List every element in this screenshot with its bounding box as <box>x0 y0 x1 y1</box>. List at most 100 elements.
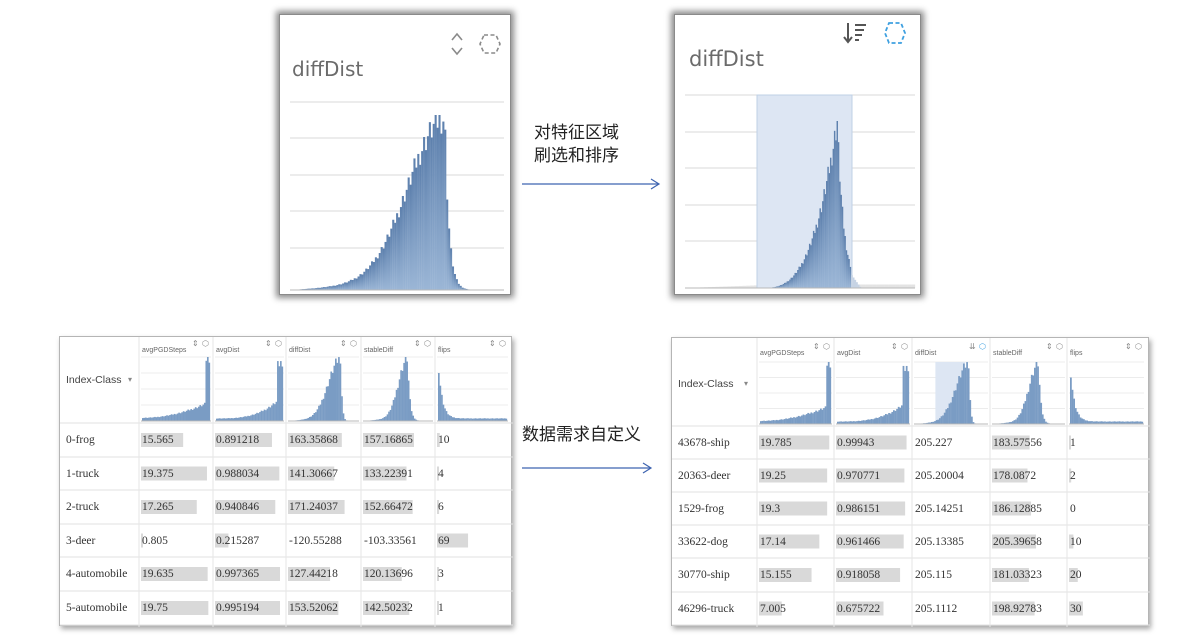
column-header-diffDist[interactable]: diffDist <box>915 350 937 357</box>
chevron-down-icon[interactable]: ▾ <box>128 375 133 384</box>
brush-select-icon[interactable] <box>478 32 502 56</box>
table-cell-flips[interactable]: 30 <box>1070 602 1082 615</box>
table-cell-diffDist[interactable]: 153.52062 <box>289 602 338 614</box>
up-down-sort-icon[interactable]: ⇕ <box>489 339 496 348</box>
brush-select-icon[interactable]: ⬡ <box>202 339 209 348</box>
up-down-sort-icon[interactable]: ⇕ <box>813 342 820 351</box>
table-cell-diffDist[interactable]: 127.44218 <box>289 568 338 580</box>
table-cell-avgPGDSteps[interactable]: 19.75 <box>142 602 168 614</box>
row-index[interactable]: 1-truck <box>66 467 100 480</box>
column-header-stableDiff[interactable]: stableDiff <box>364 347 394 354</box>
table-cell-avgPGDSteps[interactable]: 17.265 <box>142 501 174 513</box>
row-index[interactable]: 0-frog <box>66 434 95 446</box>
table-cell-stableDiff[interactable]: 205.39658 <box>993 535 1042 548</box>
up-down-sort-icon[interactable] <box>450 31 464 57</box>
column-header-avgDist[interactable]: avgDist <box>216 347 240 354</box>
column-header-diffDist[interactable]: diffDist <box>289 347 311 354</box>
table-cell-avgPGDSteps[interactable]: 19.3 <box>760 502 781 515</box>
table-cell-stableDiff[interactable]: 133.22391 <box>364 467 413 480</box>
table-cell-avgPGDSteps[interactable]: 19.375 <box>142 467 174 480</box>
brush-select-icon[interactable]: ⬡ <box>424 339 431 348</box>
table-cell-avgPGDSteps[interactable]: 19.785 <box>760 436 792 449</box>
up-down-sort-icon[interactable]: ⇕ <box>192 339 199 348</box>
table-cell-stableDiff[interactable]: 178.0872 <box>993 469 1037 482</box>
table-cell-flips[interactable]: 0 <box>1070 502 1076 515</box>
brush-select-icon[interactable]: ⬡ <box>823 342 830 351</box>
table-cell-flips[interactable]: 6 <box>438 501 444 513</box>
table-cell-stableDiff[interactable]: 198.92783 <box>993 602 1042 615</box>
table-cell-flips[interactable]: 69 <box>438 534 450 547</box>
table-cell-stableDiff[interactable]: 181.03323 <box>993 569 1042 581</box>
sorted-desc-icon[interactable] <box>841 19 869 47</box>
row-index[interactable]: 2-truck <box>66 501 100 513</box>
column-header-flips[interactable]: flips <box>438 347 451 354</box>
table-cell-avgDist[interactable]: 0.675722 <box>837 602 881 615</box>
table-cell-avgDist[interactable]: 0.988034 <box>216 467 260 480</box>
table-cell-stableDiff[interactable]: 186.12885 <box>993 502 1042 515</box>
up-down-sort-icon[interactable]: ⇕ <box>414 339 421 348</box>
table-cell-stableDiff[interactable]: 157.16865 <box>364 434 413 446</box>
brush-select-icon[interactable] <box>882 20 908 46</box>
table-cell-stableDiff[interactable]: 183.57556 <box>993 436 1042 449</box>
row-index[interactable]: 46296-truck <box>678 602 735 615</box>
chevron-down-icon[interactable]: ▾ <box>744 379 749 388</box>
table-cell-diffDist[interactable]: 205.115 <box>915 569 952 581</box>
mini-histogram-avgPGDSteps[interactable] <box>759 361 832 425</box>
up-down-sort-icon[interactable]: ⇕ <box>265 339 272 348</box>
row-index[interactable]: 43678-ship <box>678 436 730 449</box>
table-cell-flips[interactable]: 1 <box>1070 436 1076 449</box>
table-cell-avgPGDSteps[interactable]: 19.25 <box>760 469 786 482</box>
table-cell-avgDist[interactable]: 0.961466 <box>837 535 881 548</box>
table-cell-stableDiff[interactable]: -103.33561 <box>364 534 417 547</box>
table-cell-flips[interactable]: 10 <box>1070 535 1082 548</box>
table-cell-avgPGDSteps[interactable]: 15.155 <box>760 569 792 581</box>
brush-select-icon[interactable]: ⬡ <box>1056 342 1063 351</box>
table-cell-avgPGDSteps[interactable]: 19.635 <box>142 568 174 580</box>
table-cell-diffDist[interactable]: 205.20004 <box>915 469 964 482</box>
brush-select-icon[interactable]: ⬡ <box>1135 342 1142 351</box>
brush-select-icon[interactable]: ⬡ <box>901 342 908 351</box>
up-down-sort-icon[interactable]: ⇕ <box>1046 342 1053 351</box>
row-index[interactable]: 5-automobile <box>66 602 128 614</box>
table-cell-avgDist[interactable]: 0.215287 <box>216 534 260 547</box>
table-cell-flips[interactable]: 3 <box>438 568 444 580</box>
table-cell-stableDiff[interactable]: 120.13696 <box>364 568 413 580</box>
table-cell-avgPGDSteps[interactable]: 17.14 <box>760 535 786 548</box>
table-cell-avgDist[interactable]: 0.970771 <box>837 469 881 482</box>
up-down-sort-icon[interactable]: ⇕ <box>340 339 347 348</box>
table-cell-flips[interactable]: 2 <box>1070 469 1076 482</box>
mini-histogram-stableDiff[interactable] <box>363 356 433 422</box>
table-cell-avgDist[interactable]: 0.997365 <box>216 568 260 580</box>
table-cell-diffDist[interactable]: 141.30667 <box>289 467 338 480</box>
mini-histogram-flips[interactable] <box>437 356 508 422</box>
table-cell-flips[interactable]: 20 <box>1070 569 1082 581</box>
table-cell-avgDist[interactable]: 0.986151 <box>837 502 881 515</box>
brush-select-icon[interactable]: ⬡ <box>275 339 282 348</box>
brush-select-icon[interactable]: ⬡ <box>979 342 986 351</box>
table-cell-avgDist[interactable]: 0.918058 <box>837 569 881 581</box>
mini-histogram-avgDist[interactable] <box>215 356 284 422</box>
up-down-sort-icon[interactable]: ⇕ <box>891 342 898 351</box>
index-header[interactable]: Index-Class <box>678 378 734 390</box>
table-cell-avgPGDSteps[interactable]: 7.005 <box>760 602 786 615</box>
column-header-avgPGDSteps[interactable]: avgPGDSteps <box>142 347 187 354</box>
column-header-stableDiff[interactable]: stableDiff <box>993 350 1023 357</box>
table-cell-flips[interactable]: 10 <box>438 434 450 446</box>
table-cell-diffDist[interactable]: -120.55288 <box>289 534 342 547</box>
table-cell-avgPGDSteps[interactable]: 15.565 <box>142 434 174 446</box>
up-down-sort-icon[interactable]: ⇕ <box>1125 342 1132 351</box>
table-cell-diffDist[interactable]: 205.13385 <box>915 535 964 548</box>
table-cell-avgDist[interactable]: 0.940846 <box>216 501 260 513</box>
table-cell-avgDist[interactable]: 0.995194 <box>216 602 260 614</box>
table-cell-diffDist[interactable]: 171.24037 <box>289 501 338 513</box>
column-header-flips[interactable]: flips <box>1070 350 1083 357</box>
table-cell-stableDiff[interactable]: 152.66472 <box>364 501 413 513</box>
table-cell-avgDist[interactable]: 0.99943 <box>837 436 875 449</box>
row-index[interactable]: 1529-frog <box>678 502 724 515</box>
row-index[interactable]: 33622-dog <box>678 535 728 548</box>
mini-histogram-avgPGDSteps[interactable] <box>141 356 211 422</box>
table-cell-stableDiff[interactable]: 142.50232 <box>364 602 413 614</box>
column-header-avgPGDSteps[interactable]: avgPGDSteps <box>760 350 805 357</box>
row-index[interactable]: 4-automobile <box>66 568 128 580</box>
column-header-avgDist[interactable]: avgDist <box>837 350 861 357</box>
